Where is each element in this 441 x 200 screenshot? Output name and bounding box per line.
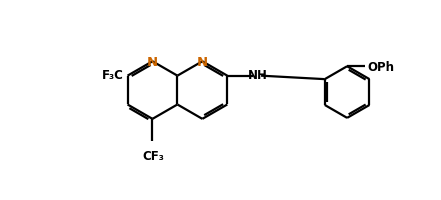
Text: N: N bbox=[197, 55, 208, 68]
Text: NH: NH bbox=[248, 69, 268, 82]
Text: OPh: OPh bbox=[367, 60, 394, 73]
Text: F₃C: F₃C bbox=[102, 69, 123, 82]
Text: N: N bbox=[147, 55, 158, 68]
Text: CF₃: CF₃ bbox=[142, 149, 164, 162]
